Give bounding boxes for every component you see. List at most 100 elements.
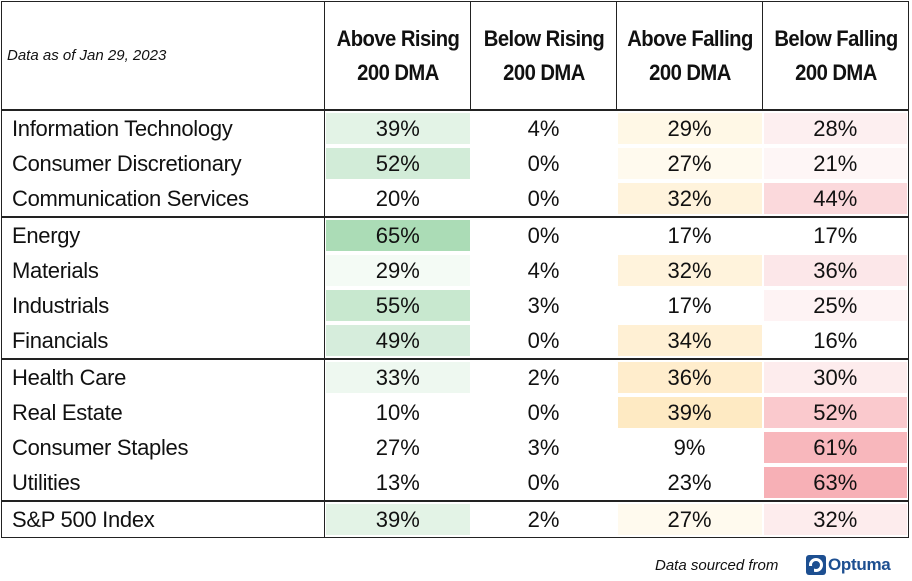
breadth-table: Data as of Jan 29, 2023 Above Rising 200 … xyxy=(1,1,909,538)
value-text: 0% xyxy=(527,186,560,211)
sector-label: Consumer Staples xyxy=(1,430,325,465)
value-cell: 32% xyxy=(617,181,763,217)
sector-label: Consumer Discretionary xyxy=(1,146,325,181)
value-text: 13% xyxy=(375,470,420,495)
table-row: Information Technology 39% 4% 29% 28% xyxy=(1,110,909,146)
value-text: 32% xyxy=(617,183,762,214)
col-header-line1: Above Rising xyxy=(336,25,459,51)
value-text: 0% xyxy=(527,328,560,353)
value-cell: 20% xyxy=(325,181,471,217)
header-row: Data as of Jan 29, 2023 Above Rising 200 … xyxy=(1,1,909,111)
table-row: Energy 65% 0% 17% 17% xyxy=(1,216,909,253)
table-row: S&P 500 Index 39% 2% 27% 32% xyxy=(1,500,909,538)
col-header-line2: 200 DMA xyxy=(356,59,439,85)
value-cell: 25% xyxy=(762,288,909,323)
value-text: 27% xyxy=(617,504,762,535)
value-text: 25% xyxy=(763,290,907,321)
value-text: 65% xyxy=(326,220,470,251)
col-header-line2: 200 DMA xyxy=(502,59,585,85)
value-cell: 27% xyxy=(617,146,763,181)
table-row: Consumer Staples 27% 3% 9% 61% xyxy=(1,430,909,465)
value-cell: 9% xyxy=(617,430,763,465)
value-text: 27% xyxy=(375,435,420,460)
value-cell: 16% xyxy=(762,323,909,359)
col-header-line2: 200 DMA xyxy=(648,59,731,85)
value-cell: 17% xyxy=(762,216,909,253)
value-cell: 2% xyxy=(470,500,617,538)
value-text: 49% xyxy=(326,325,470,356)
value-text: 4% xyxy=(527,116,560,141)
value-text: 3% xyxy=(527,293,560,318)
sector-label: Health Care xyxy=(1,358,325,395)
source-text: Data sourced from xyxy=(655,557,779,574)
value-text: 32% xyxy=(763,504,907,535)
value-cell: 3% xyxy=(471,288,617,323)
sector-label: Industrials xyxy=(1,288,325,323)
col-header-line1: Above Falling xyxy=(626,25,753,51)
value-cell: 23% xyxy=(617,465,763,501)
table-row: Materials 29% 4% 32% 36% xyxy=(1,253,909,288)
col-header-below-falling: Below Falling 200 DMA xyxy=(768,1,904,111)
value-text: 17% xyxy=(667,223,712,248)
value-text: 30% xyxy=(763,362,907,393)
value-text: 2% xyxy=(527,365,560,390)
value-text: 0% xyxy=(527,151,560,176)
value-cell: 44% xyxy=(762,181,909,217)
value-cell: 2% xyxy=(470,358,617,395)
value-text: 36% xyxy=(763,255,907,286)
sector-label: Energy xyxy=(1,216,325,253)
table-body: Information Technology 39% 4% 29% 28% Consume… xyxy=(1,110,909,538)
value-text: 63% xyxy=(763,467,907,498)
value-cell: 29% xyxy=(325,253,471,288)
sector-label: Information Technology xyxy=(1,110,325,146)
value-text: 0% xyxy=(527,400,560,425)
value-cell: 17% xyxy=(616,216,763,253)
value-cell: 0% xyxy=(471,323,617,359)
col-header-above-falling: Above Falling 200 DMA xyxy=(622,1,758,111)
value-cell: 39% xyxy=(617,395,763,430)
value-text: 27% xyxy=(617,148,762,179)
value-cell: 30% xyxy=(762,358,909,395)
value-text: 17% xyxy=(667,293,712,318)
value-text: 23% xyxy=(667,470,712,495)
value-cell: 10% xyxy=(325,395,471,430)
value-cell: 49% xyxy=(325,323,471,359)
value-text: 39% xyxy=(326,504,470,535)
table-row: Health Care 33% 2% 36% 30% xyxy=(1,358,909,395)
value-text: 61% xyxy=(763,432,907,463)
col-header-below-rising: Below Rising 200 DMA xyxy=(476,1,612,111)
value-cell: 0% xyxy=(471,395,617,430)
sector-label: Communication Services xyxy=(1,181,325,217)
value-text: 4% xyxy=(527,258,560,283)
value-text: 52% xyxy=(326,148,470,179)
value-cell: 21% xyxy=(762,146,909,181)
value-cell: 52% xyxy=(762,395,909,430)
value-text: 39% xyxy=(617,397,762,428)
value-cell: 27% xyxy=(616,500,763,538)
value-text: 34% xyxy=(617,325,762,356)
value-text: 29% xyxy=(326,255,470,286)
value-text: 36% xyxy=(617,362,762,393)
col-header-line1: Below Falling xyxy=(773,25,898,51)
value-cell: 36% xyxy=(616,358,763,395)
table-row: Consumer Discretionary 52% 0% 27% 21% xyxy=(1,146,909,181)
value-cell: 3% xyxy=(471,430,617,465)
value-cell: 13% xyxy=(325,465,471,501)
value-text: 32% xyxy=(617,255,762,286)
value-cell: 33% xyxy=(324,358,471,395)
value-cell: 28% xyxy=(762,110,909,146)
value-cell: 39% xyxy=(325,110,471,146)
value-cell: 0% xyxy=(471,465,617,501)
value-cell: 63% xyxy=(762,465,909,501)
table-row: Real Estate 10% 0% 39% 52% xyxy=(1,395,909,430)
optuma-brand-name: Optuma xyxy=(828,555,891,574)
value-text: 21% xyxy=(763,148,907,179)
value-cell: 0% xyxy=(470,216,617,253)
value-text: 39% xyxy=(326,113,470,144)
col-header-line1: Below Rising xyxy=(483,25,604,51)
value-text: 20% xyxy=(375,186,420,211)
value-text: 16% xyxy=(813,328,858,353)
sector-label: S&P 500 Index xyxy=(1,500,325,538)
value-text: 10% xyxy=(375,400,420,425)
value-text: 33% xyxy=(326,362,470,393)
